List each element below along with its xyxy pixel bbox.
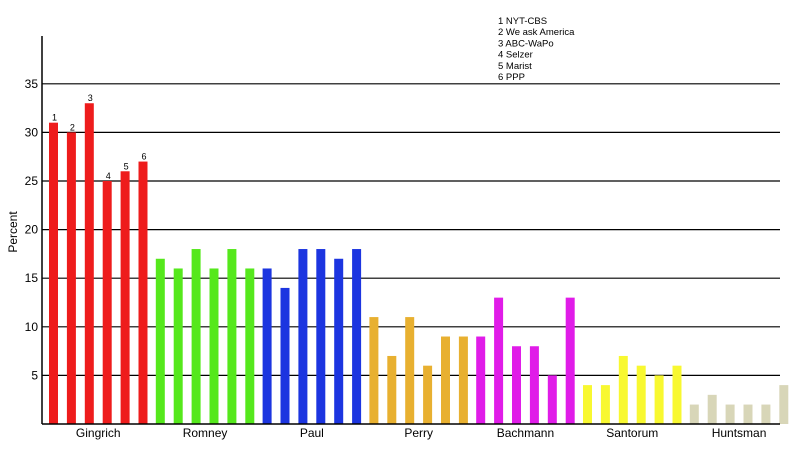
bar: [583, 385, 592, 424]
bar: [209, 268, 219, 424]
bar: [423, 365, 433, 424]
category-label: Perry: [404, 426, 433, 440]
bar: [512, 346, 521, 424]
bar: [84, 103, 94, 425]
bar: [155, 258, 165, 424]
bar: [280, 287, 290, 424]
bar: [49, 122, 58, 425]
bar-number-label: 5: [124, 161, 129, 171]
bar: [316, 249, 326, 424]
y-tick-label: 25: [25, 174, 39, 188]
bar: [689, 404, 699, 424]
bar: [672, 365, 682, 424]
bar: [654, 375, 664, 424]
legend-entry: 5 Marist: [498, 61, 532, 72]
y-tick-label: 35: [25, 77, 39, 91]
bar: [227, 249, 237, 424]
category-label: Paul: [300, 426, 324, 440]
bar: [369, 317, 379, 424]
bar-number-label: 2: [70, 122, 75, 132]
bar: [405, 317, 415, 424]
bar: [565, 297, 575, 424]
bar: [66, 132, 76, 424]
bar: [262, 268, 272, 424]
axes: [41, 36, 780, 425]
bar: [352, 249, 362, 424]
bar-number-label: 1: [52, 113, 57, 123]
bar: [636, 365, 646, 424]
bar: [476, 336, 486, 424]
bar-number-label: 4: [106, 171, 111, 181]
category-label: Romney: [183, 426, 228, 440]
bar: [173, 268, 183, 424]
y-tick-label: 5: [31, 368, 38, 382]
legend-entry: 3 ABC-WaPo: [498, 38, 554, 49]
bar: [743, 404, 753, 424]
bar: [761, 404, 771, 424]
bar: [547, 375, 557, 424]
category-label: Huntsman: [712, 426, 767, 440]
bar: [441, 336, 450, 424]
category-label: Santorum: [606, 426, 658, 440]
bar: [707, 394, 717, 424]
bar: [245, 268, 255, 424]
bar-number-label: 3: [88, 93, 93, 103]
y-tick-label: 15: [25, 271, 39, 285]
legend-entry: 2 We ask America: [498, 27, 575, 38]
labels: 5 10 15 20 25 30 35 1 2 3 4 5 6 Gingrich Romney Paul Per…: [25, 77, 767, 440]
bars: [49, 103, 789, 425]
bar: [618, 355, 628, 424]
bar: [387, 355, 397, 424]
category-label: Gingrich: [76, 426, 121, 440]
gridlines: [42, 83, 780, 376]
bar: [779, 385, 789, 424]
bar: [298, 249, 308, 424]
category-label: Bachmann: [497, 426, 554, 440]
bar: [458, 336, 468, 424]
legend-entry: 6 PPP: [498, 72, 525, 83]
bar-number-label: 6: [141, 152, 146, 162]
bar: [600, 385, 610, 424]
y-tick-label: 30: [25, 125, 39, 139]
legend-entry: 1 NYT-CBS: [498, 16, 547, 27]
bar: [138, 161, 148, 424]
y-tick-label: 20: [25, 223, 39, 237]
bar: [494, 297, 504, 424]
bar: [120, 171, 130, 424]
bar: [529, 346, 539, 424]
y-tick-label: 10: [25, 320, 39, 334]
y-axis-label: Percent: [6, 211, 20, 253]
bar: [725, 404, 735, 424]
bar: [102, 181, 112, 424]
bar: [191, 249, 201, 424]
bar: [334, 258, 344, 424]
legend-entry: 4 Selzer: [498, 50, 533, 61]
